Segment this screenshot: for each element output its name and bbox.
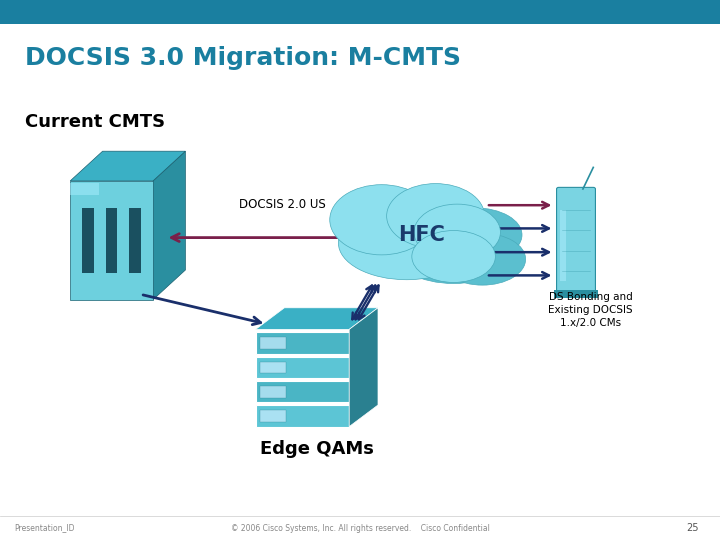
Bar [71, 183, 99, 195]
Bar [261, 362, 287, 373]
Ellipse shape [439, 233, 526, 285]
Text: DS Bonding and
Existing DOCSIS
1.x/2.0 CMs: DS Bonding and Existing DOCSIS 1.x/2.0 C… [548, 292, 633, 328]
FancyBboxPatch shape [557, 187, 595, 293]
Ellipse shape [428, 208, 522, 262]
Text: 25: 25 [686, 523, 698, 533]
Text: Presentation_ID: Presentation_ID [14, 524, 75, 532]
Text: © 2006 Cisco Systems, Inc. All rights reserved.    Cisco Confidential: © 2006 Cisco Systems, Inc. All rights re… [230, 524, 490, 532]
Bar [130, 207, 141, 273]
Ellipse shape [387, 184, 485, 248]
Polygon shape [349, 308, 378, 427]
Text: Edge QAMs: Edge QAMs [260, 440, 374, 458]
Bar [256, 356, 349, 378]
Bar [261, 338, 287, 349]
Ellipse shape [412, 231, 495, 282]
Text: Current CMTS: Current CMTS [25, 113, 166, 131]
Text: HFC: HFC [397, 225, 445, 245]
Bar [71, 181, 153, 300]
Bar [106, 207, 117, 273]
Ellipse shape [392, 199, 486, 258]
Polygon shape [153, 151, 186, 300]
Bar [256, 381, 349, 402]
Bar [256, 405, 349, 427]
Polygon shape [71, 151, 186, 181]
Bar [82, 207, 94, 273]
FancyBboxPatch shape [0, 0, 720, 24]
Ellipse shape [392, 217, 515, 284]
Ellipse shape [330, 185, 433, 255]
Text: DOCSIS 3.0 Migration: M-CMTS: DOCSIS 3.0 Migration: M-CMTS [25, 46, 462, 70]
Bar [560, 210, 567, 281]
Text: DOCSIS 2.0 US: DOCSIS 2.0 US [239, 198, 326, 211]
Bar [261, 410, 287, 422]
Polygon shape [256, 308, 378, 329]
Ellipse shape [414, 204, 500, 260]
Bar [261, 386, 287, 397]
Bar [256, 332, 349, 354]
Bar [554, 290, 598, 298]
Ellipse shape [338, 206, 475, 280]
